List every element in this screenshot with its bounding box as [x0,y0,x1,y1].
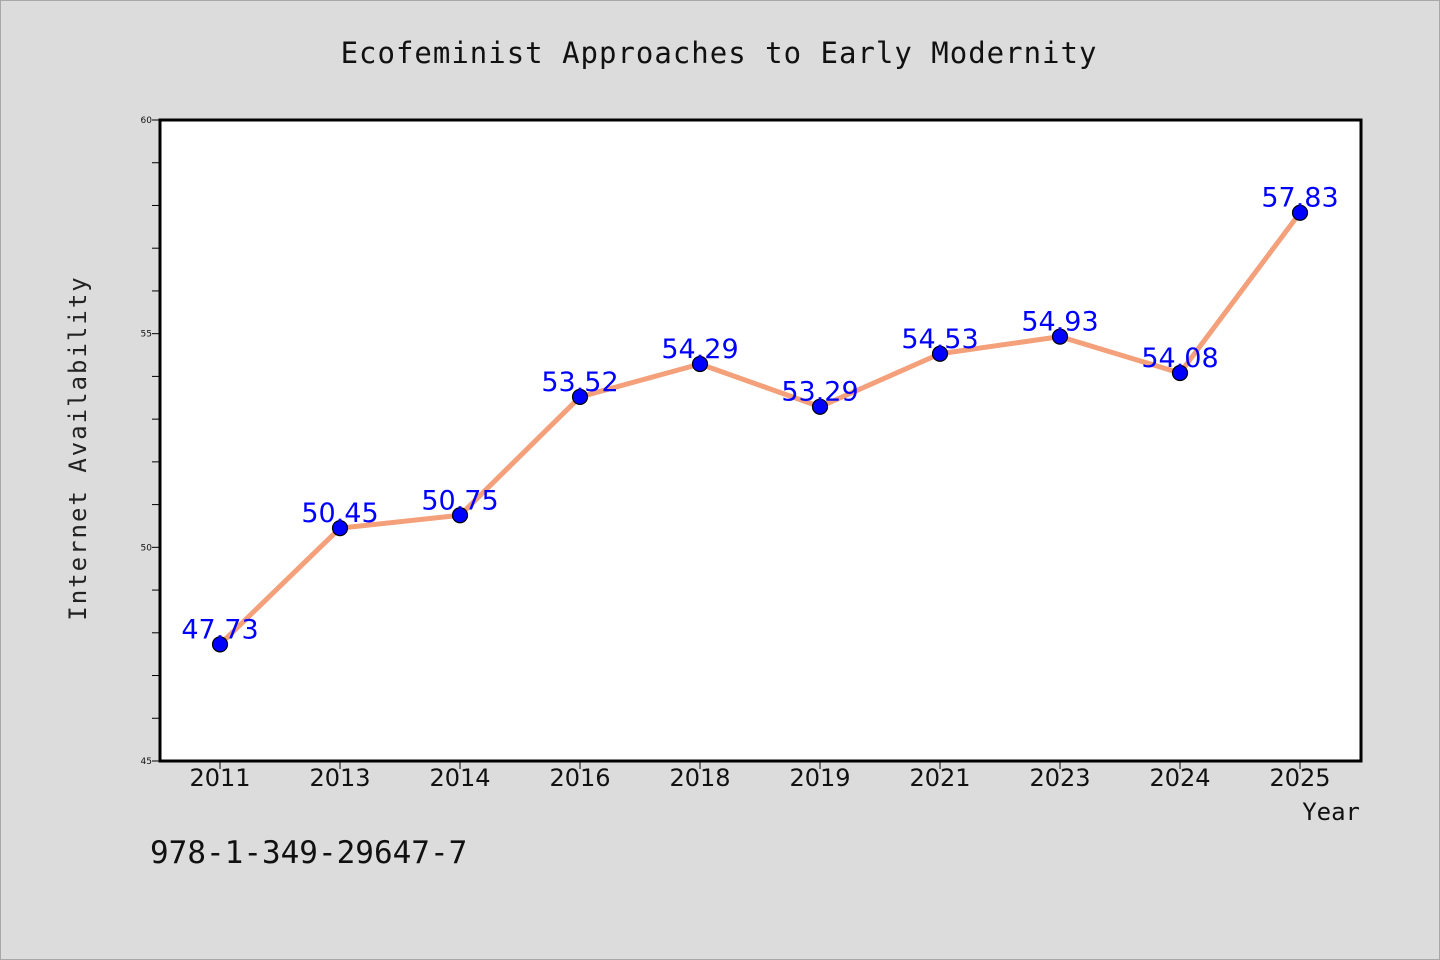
y-tick-label: 50 [141,543,153,553]
data-point [331,520,349,537]
data-label: 53.29 [781,377,858,408]
x-tick-label: 2016 [549,764,610,792]
data-point [691,355,709,373]
y-tick-label: 60 [141,116,153,126]
y-axis-label: Internet Availability [64,275,92,620]
data-label: 54.29 [661,334,738,365]
x-tick-label: 2018 [669,764,730,792]
data-point [811,398,829,415]
series-markers [211,204,1309,653]
data-label: 57.83 [1261,183,1338,214]
y-axis: 45 50 55 60 [141,116,160,767]
y-tick-label: 45 [141,757,152,767]
data-point [1051,328,1069,345]
y-tick-label: 55 [141,330,152,340]
x-tick-label: 2013 [309,764,370,792]
data-point [931,345,949,362]
data-point [211,636,229,653]
x-tick-label: 2014 [429,764,490,792]
x-tick-label: 2019 [789,764,850,792]
data-label: 47.73 [181,614,258,645]
data-label: 54.53 [901,324,978,355]
series-line [217,210,1303,647]
plot-area [158,118,1363,763]
data-label: 54.08 [1141,343,1218,374]
x-tick-label: 2024 [1149,764,1210,792]
x-tick-label: 2021 [909,764,970,792]
data-label: 50.75 [421,485,498,516]
data-label: 54.93 [1021,307,1098,338]
x-axis-label: Year [1302,798,1360,826]
data-label: 50.45 [301,498,378,529]
x-tick-label: 2023 [1029,764,1090,792]
data-label: 53.52 [541,367,618,398]
isbn-identifier: 978-1-349-29647-7 [150,835,467,871]
data-point [1171,364,1189,382]
data-point [571,388,589,406]
x-tick-label: 2011 [189,764,250,792]
x-axis: 2011 2013 2014 2016 2018 2019 2021 2023 2024 2025 [189,761,1331,792]
x-tick-label: 2025 [1269,764,1330,792]
chart-title: Ecofeminist Approaches to Early Modernit… [341,36,1098,70]
data-point [451,507,469,524]
data-point [1291,204,1309,221]
data-labels: 47.73 50.45 50.75 53.52 54.29 53.29 54.53 54.93… [181,183,1338,646]
